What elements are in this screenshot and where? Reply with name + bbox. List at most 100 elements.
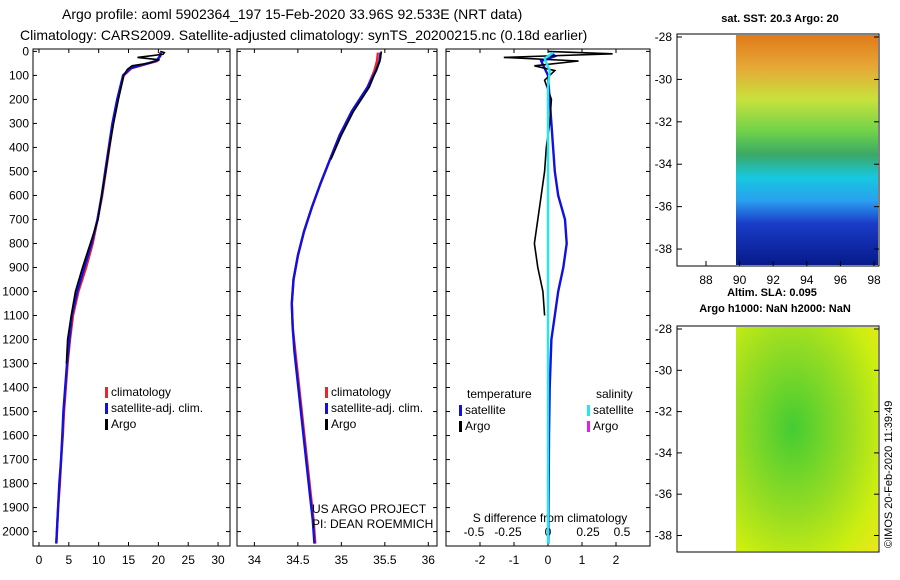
x-tick-label: 20	[152, 553, 166, 567]
legend-swatch	[325, 403, 328, 414]
x-tick-label: 35.5	[373, 553, 397, 567]
map-lat-label: -36	[655, 200, 673, 214]
legend-swatch	[459, 405, 462, 416]
x-tick-label: 36	[422, 553, 436, 567]
legend-label: Argo	[465, 419, 491, 433]
x-secondary-tick-label: -0.5	[464, 525, 485, 539]
difference-panel: -2 -1 0 1 2-0.5 -0.25 0 0.25 0.5S difference fro…	[445, 48, 651, 567]
x-secondary-tick-label: 0.5	[614, 525, 631, 539]
legend-title-temperature: temperature	[467, 387, 532, 401]
map-lat-label: -36	[655, 487, 673, 501]
y-tick-label: 100	[9, 68, 29, 82]
title-line-2: Climatology: CARS2009. Satellite-adjuste…	[20, 27, 588, 43]
sst-map-field	[736, 35, 878, 265]
map-lon-label: 94	[800, 273, 814, 287]
legend-title-salinity: salinity	[596, 387, 633, 401]
y-tick-label: 600	[9, 188, 29, 202]
sla-map-title-1: Altim. SLA: 0.095	[727, 287, 817, 299]
map-lat-label: -38	[655, 242, 673, 256]
x-tick-label: 25	[182, 553, 196, 567]
temperature-axes-frame	[32, 48, 231, 547]
y-tick-label: 1100	[3, 309, 29, 323]
legend-label: climatology	[331, 385, 391, 399]
legend-label: satellite	[593, 403, 634, 417]
series-line-satellite-adj-clim-	[290, 52, 382, 544]
legend-label: satellite	[465, 403, 506, 417]
map-lon-label: 90	[733, 273, 747, 287]
x-tick-label: 10	[92, 553, 106, 567]
x-tick-label: 2	[613, 553, 620, 567]
y-tick-label: 1500	[2, 405, 29, 419]
series-line-argo	[65, 50, 166, 364]
y-tick-label: 400	[9, 140, 29, 154]
legend-swatch	[587, 405, 590, 416]
map-lat-label: -32	[655, 405, 673, 419]
legend-swatch	[325, 419, 328, 430]
y-tick-label: 500	[9, 164, 29, 178]
x-tick-label: 0	[545, 553, 552, 567]
y-tick-label: 700	[9, 212, 29, 226]
y-tick-label: 300	[9, 116, 29, 130]
title-line-1: Argo profile: aoml 5902364_197 15-Feb-20…	[62, 6, 523, 22]
legend-label: Argo	[593, 419, 619, 433]
temperature-panel: 0100200300400500600700800900100011001200…	[2, 44, 231, 567]
sla-map: Altim. SLA: 0.095 Argo h1000: NaN h2000:…	[655, 287, 895, 553]
legend-label: satellite-adj. clim.	[111, 401, 203, 415]
salinity-panel: 34 34.5 35 35.5 36 climatology satellite-adj. …	[236, 48, 438, 567]
x-tick-label: -1	[509, 553, 520, 567]
y-tick-label: 900	[9, 260, 29, 274]
sla-map-title-2: Argo h1000: NaN h2000: NaN	[699, 303, 851, 315]
map-lat-label: -34	[655, 157, 673, 171]
y-tick-label: 0	[22, 44, 29, 58]
x-tick-label: 30	[211, 553, 225, 567]
legend-label: Argo	[111, 417, 137, 431]
x-tick-label: 5	[65, 553, 72, 567]
y-tick-label: 1900	[2, 501, 29, 515]
legend-swatch	[325, 387, 328, 398]
x-secondary-tick-label: 0.25	[576, 525, 600, 539]
map-lat-label: -34	[655, 446, 673, 460]
y-tick-label: 1600	[2, 429, 29, 443]
y-tick-label: 800	[9, 236, 29, 250]
legend-label: Argo	[331, 417, 357, 431]
y-tick-label: 1200	[2, 333, 29, 347]
imos-credit: ©IMOS 20-Feb-2020 11:39:49	[883, 401, 895, 548]
x-tick-label: 34.5	[286, 553, 310, 567]
series-line-salinity-satellite	[543, 51, 554, 544]
y-tick-label: 2000	[2, 525, 29, 539]
x-tick-label: 1	[579, 553, 586, 567]
map-lat-label: -30	[655, 72, 673, 86]
legend-swatch	[459, 421, 462, 432]
map-lon-label: 96	[834, 273, 848, 287]
series-line-temperature-argo	[503, 50, 613, 316]
y-tick-label: 1000	[2, 284, 29, 298]
x-secondary-tick-label: -0.25	[494, 525, 522, 539]
legend-swatch	[105, 419, 108, 430]
x-tick-label: 15	[122, 553, 136, 567]
map-lat-label: -38	[655, 528, 673, 542]
map-lon-label: 88	[699, 273, 713, 287]
legend-label: satellite-adj. clim.	[331, 401, 423, 415]
x-tick-label: -2	[475, 553, 486, 567]
legend-swatch	[587, 421, 590, 432]
legend-label: climatology	[111, 385, 171, 399]
y-tick-label: 200	[9, 92, 29, 106]
series-line-temperature-satellite	[539, 51, 568, 544]
map-lat-label: -32	[655, 115, 673, 129]
map-lon-label: 92	[767, 273, 781, 287]
x-tick-label: 34	[248, 553, 262, 567]
sla-map-field	[736, 327, 878, 551]
legend-swatch	[105, 403, 108, 414]
map-lon-label: 98	[867, 273, 881, 287]
x-tick-label: 0	[36, 553, 43, 567]
sst-map: sat. SST: 20.3 Argo: 20 -28 -30 -32 -34 -36 -…	[655, 13, 881, 287]
sst-map-title: sat. SST: 20.3 Argo: 20	[721, 13, 839, 25]
y-tick-label: 1800	[2, 477, 29, 491]
x-tick-label: 35	[335, 553, 349, 567]
map-lat-label: -30	[655, 363, 673, 377]
series-line-argo	[330, 51, 383, 160]
salinity-axes-frame	[236, 48, 438, 547]
y-tick-label: 1300	[2, 357, 29, 371]
y-tick-label: 1700	[2, 453, 29, 467]
